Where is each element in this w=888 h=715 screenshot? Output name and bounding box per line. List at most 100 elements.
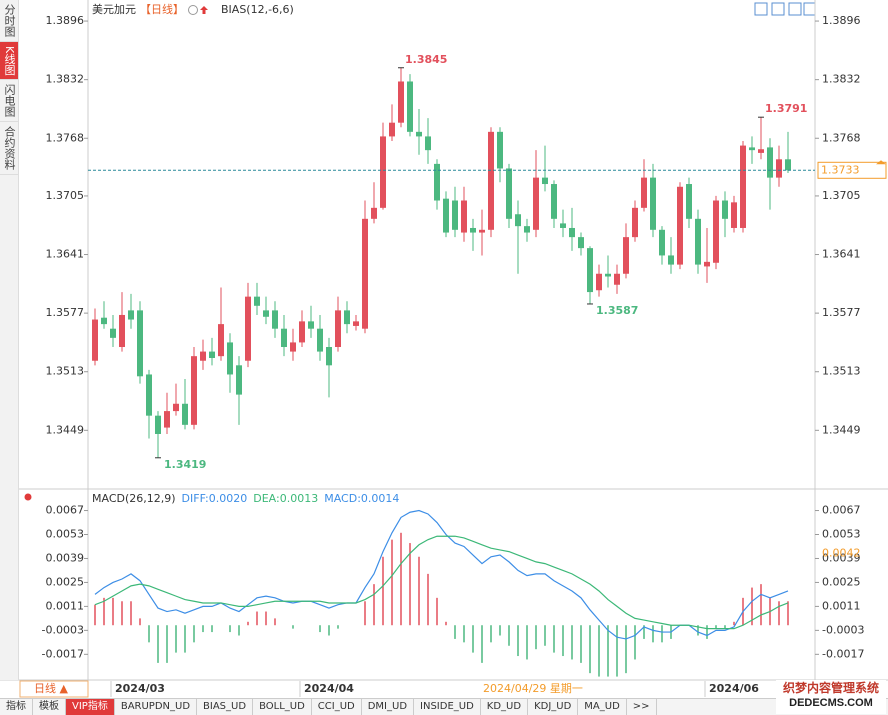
candle-body [749,147,755,151]
candle-body [677,186,683,265]
y-tick-label: 0.0011 [822,599,861,612]
candle-body [533,177,539,230]
y-tick-label: 1.3449 [822,423,861,436]
candle-body [353,321,359,326]
toolbar-tab[interactable]: BOLL_UD [253,699,312,715]
candle-body [434,163,440,201]
y-tick-label: 0.0011 [46,599,85,612]
candle-body [452,200,458,230]
candle-body [173,403,179,412]
sidebar-tab[interactable]: 闪电图 [0,80,18,123]
toolbar-tab[interactable]: BIAS_UD [197,699,254,715]
cursor-date: 2024/04/29 星期一 [483,682,583,695]
high-label: 1.3791 [765,102,807,115]
candle-body [578,237,584,249]
sidebar: 分时图 K线图 闪电图 合约资料 [0,0,19,680]
y-tick-label: -0.0003 [822,623,864,636]
candle-body [101,317,107,325]
y-tick-label: 0.0025 [46,575,85,588]
y-tick-label: 1.3641 [46,248,85,261]
candle-body [137,310,143,377]
toolbar-tab[interactable]: >> [627,699,657,715]
candle-body [731,202,737,228]
sidebar-tab[interactable]: 分时图 [0,0,18,42]
candle-body [263,310,269,317]
toolbar-tab[interactable]: 模板 [33,699,66,715]
add-icon[interactable] [188,5,198,15]
candle-body [542,177,548,185]
y-tick-label: 1.3705 [46,189,85,202]
settings-icon[interactable] [24,493,32,501]
candle-body [380,136,386,208]
period-selector[interactable]: 日线 ▲ [34,681,68,695]
toolbar-tab[interactable]: KD_UD [481,699,529,715]
candle-body [587,248,593,293]
candle-body [479,229,485,233]
candle-body [515,214,521,227]
candle-body [695,218,701,265]
candle-body [596,273,602,291]
toolbar-tab[interactable]: CCI_UD [312,699,362,715]
candle-body [344,310,350,325]
legend-entry: DIFF:0.0020 [182,492,248,505]
toolbar-tab[interactable]: KDJ_UD [528,699,579,715]
indicator-toolbar: 指标 模板 VIP指标 BARUPDN_UD BIAS_UD BOLL_UD CCI_UD D… [0,698,888,715]
y-tick-label: 1.3768 [46,131,85,144]
candle-body [128,310,134,320]
candle-body [308,321,314,329]
y-tick-label: 0.0053 [46,528,85,541]
candle-body [110,328,116,338]
candle-body [776,159,782,178]
watermark-title: 织梦内容管理系统 [782,681,879,695]
candle-body [182,403,188,425]
y-tick-label: 1.3768 [822,131,861,144]
low-label: 1.3419 [164,458,206,471]
candle-body [146,374,152,416]
candle-body [254,296,260,306]
candle-body [650,177,656,230]
sidebar-tab[interactable]: K线图 [0,42,18,81]
period[interactable]: 【日线】 [140,2,184,16]
candle-body [470,227,476,233]
candle-body [119,314,125,348]
candle-body [407,81,413,132]
y-tick-label: 1.3513 [46,365,85,378]
candle-body [335,310,341,348]
candle-body [389,122,395,137]
indicator-icon[interactable] [200,6,208,14]
candle-body [209,351,215,358]
candle-body [560,223,566,228]
toolbar-tab[interactable]: BARUPDN_UD [115,699,198,715]
candle-body [641,177,647,208]
period-selector-box[interactable] [19,680,89,698]
candle-body [497,131,503,169]
candle-body [569,227,575,238]
toolbar-icons[interactable] [754,2,816,16]
toolbar-tab[interactable]: MA_UD [578,699,627,715]
candle-body [740,145,746,228]
candle-body [461,200,467,233]
candle-body [668,255,674,265]
y-tick-label: 1.3577 [46,306,85,319]
cursor-value-label: 0.0042 [822,546,861,559]
candle-body [488,131,494,230]
candle-body [713,200,719,263]
candle-body [245,296,251,361]
toolbar-tab[interactable]: DMI_UD [362,699,415,715]
candle-body [551,184,557,219]
candle-body [317,328,323,352]
candle-body [704,261,710,267]
sidebar-tab[interactable]: 合约资料 [0,122,18,176]
x-tick-label: 2024/04 [304,682,354,695]
candle-body [506,168,512,219]
toolbar-tab[interactable]: VIP指标 [66,699,115,715]
macd-line [94,535,789,630]
toolbar-tab[interactable]: INSIDE_UD [414,699,481,715]
y-tick-label: -0.0017 [42,647,84,660]
indicator[interactable]: BIAS(12,-6,6) [221,3,294,16]
symbol: 美元加元 [92,3,136,16]
y-tick-label: 1.3449 [46,423,85,436]
candle-body [632,207,638,238]
toolbar-tab[interactable]: 指标 [0,699,33,715]
